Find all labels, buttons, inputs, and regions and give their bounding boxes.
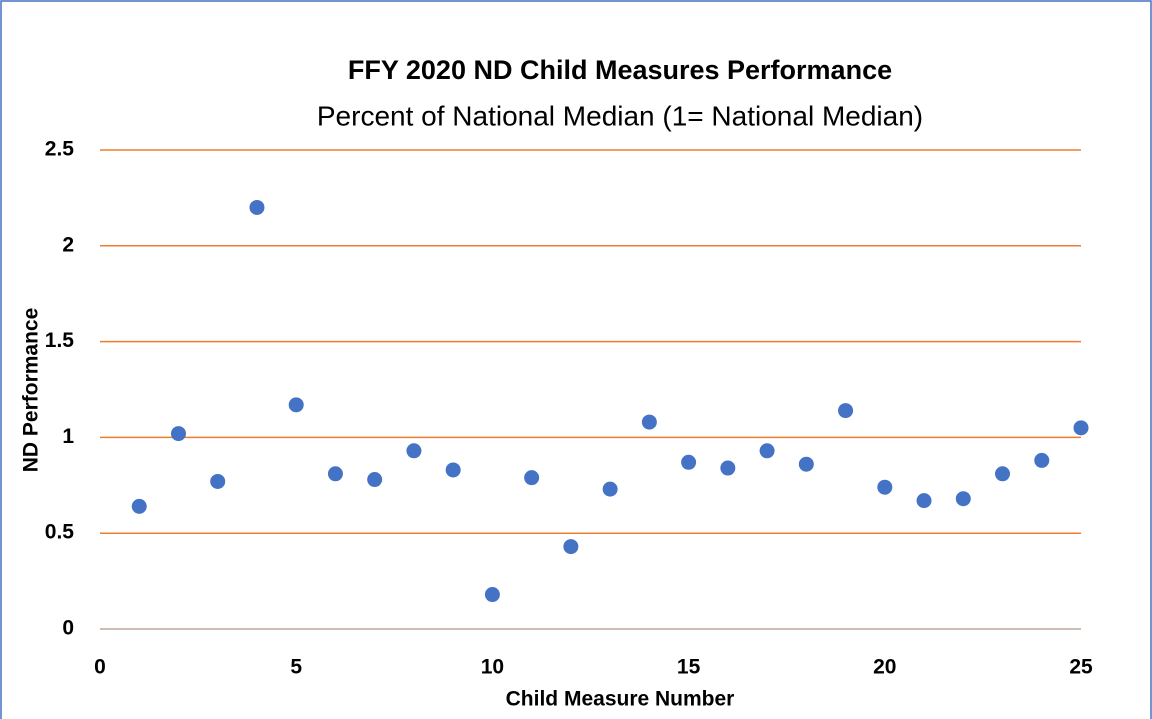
y-tick-label: 2.5 (45, 138, 75, 161)
data-point (798, 456, 814, 472)
data-point (249, 199, 265, 215)
x-tick-label: 15 (677, 656, 701, 679)
y-tick-label: 0.5 (45, 521, 75, 544)
chart-title: FFY 2020 ND Child Measures Performance (348, 55, 892, 85)
data-point (720, 460, 736, 476)
x-tick-label: 25 (1069, 656, 1093, 679)
y-axis-title: ND Performance (20, 308, 43, 473)
y-tick-label: 1 (62, 425, 74, 448)
x-tick-label: 10 (481, 656, 504, 679)
data-point (641, 414, 657, 430)
data-point (563, 539, 579, 555)
data-point (484, 587, 500, 603)
y-tick-label: 0 (62, 617, 74, 640)
chart-subtitle: Percent of National Median (1= National … (317, 100, 923, 131)
data-point (681, 454, 697, 470)
x-tick-label: 5 (290, 656, 302, 679)
data-point (288, 397, 304, 413)
data-point (406, 443, 422, 459)
data-point (1073, 420, 1089, 436)
data-point (524, 470, 540, 486)
data-point (327, 466, 343, 482)
y-tick-label: 2 (62, 233, 74, 256)
y-tick-label: 1.5 (45, 329, 75, 352)
data-point (367, 472, 383, 488)
data-point (877, 479, 893, 495)
data-point (131, 498, 147, 514)
data-point (838, 403, 854, 419)
data-point (210, 473, 226, 489)
data-point (1034, 452, 1050, 468)
data-point (759, 443, 775, 459)
x-tick-label: 20 (873, 656, 896, 679)
data-point (602, 481, 618, 497)
x-tick-label: 0 (94, 656, 106, 679)
data-point (955, 491, 971, 507)
data-point (916, 493, 932, 509)
data-point (995, 466, 1011, 482)
data-point (170, 426, 186, 442)
data-point (445, 462, 461, 478)
x-axis-title: Child Measure Number (506, 688, 735, 711)
